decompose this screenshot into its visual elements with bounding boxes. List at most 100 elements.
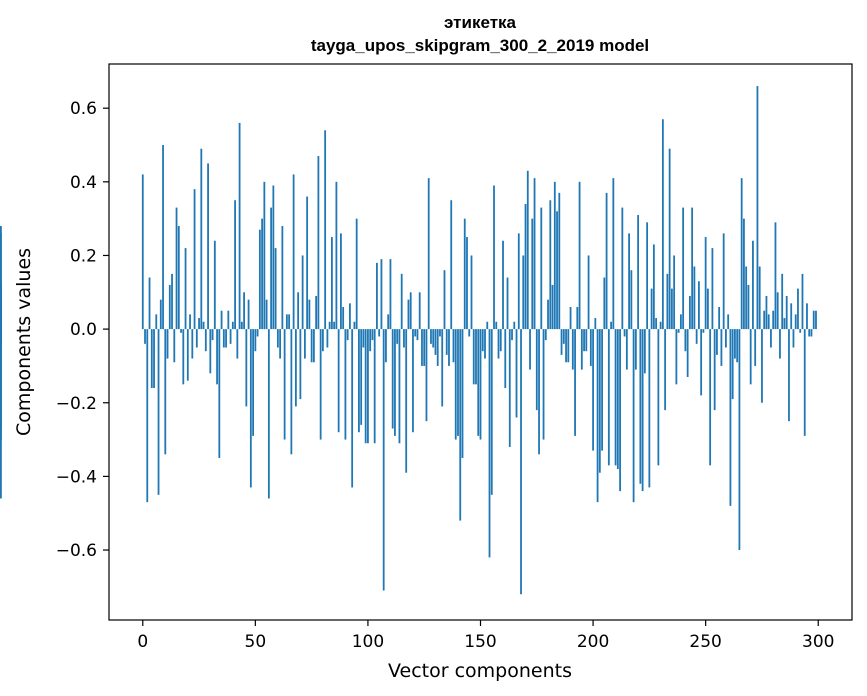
bar xyxy=(603,277,606,330)
bar xyxy=(562,329,565,344)
bar xyxy=(502,240,504,330)
bar xyxy=(540,207,543,330)
bar xyxy=(664,329,667,411)
bar xyxy=(430,329,432,344)
bar xyxy=(398,329,401,444)
bar xyxy=(520,329,522,595)
bar xyxy=(349,303,351,330)
y-tick-label: 0.0 xyxy=(70,320,97,340)
bar xyxy=(560,329,563,355)
bar xyxy=(256,329,259,337)
bar xyxy=(382,329,385,591)
bar xyxy=(432,329,435,348)
bar xyxy=(601,329,603,451)
bar xyxy=(513,321,516,330)
bar xyxy=(639,329,642,484)
bar xyxy=(216,329,218,385)
bar xyxy=(641,329,644,492)
bar xyxy=(193,189,196,330)
bar xyxy=(558,192,561,330)
bar xyxy=(704,237,707,330)
x-tick-label: 50 xyxy=(245,632,267,652)
x-tick-label: 300 xyxy=(802,632,834,652)
x-tick-label: 100 xyxy=(352,632,384,652)
bar xyxy=(713,329,716,411)
bar xyxy=(495,321,498,330)
bar xyxy=(191,329,194,359)
bar xyxy=(245,329,248,407)
bar xyxy=(576,307,579,330)
bar xyxy=(141,174,144,330)
bar xyxy=(745,266,748,330)
bar xyxy=(720,329,723,366)
bar xyxy=(168,284,171,330)
bar xyxy=(238,122,241,330)
bar xyxy=(204,329,207,352)
bar xyxy=(283,329,286,440)
bar xyxy=(571,329,574,370)
bar xyxy=(815,310,817,330)
bar xyxy=(801,273,804,330)
bar xyxy=(457,329,459,436)
bar xyxy=(688,295,691,330)
bar xyxy=(155,314,158,330)
bar xyxy=(448,329,450,366)
bar xyxy=(529,329,531,370)
bar xyxy=(761,329,763,403)
bar xyxy=(340,233,342,330)
bar xyxy=(772,310,775,330)
bar xyxy=(157,329,160,495)
bar xyxy=(400,273,403,330)
bar xyxy=(445,329,448,355)
bar xyxy=(436,329,439,366)
bar xyxy=(360,329,363,425)
bar xyxy=(812,310,815,330)
bar xyxy=(380,259,383,330)
bar xyxy=(452,329,455,363)
bar xyxy=(810,329,813,337)
bar xyxy=(254,329,257,352)
bar xyxy=(373,329,376,444)
bar xyxy=(387,314,390,330)
bar xyxy=(770,329,772,348)
bar xyxy=(646,222,649,330)
bar xyxy=(333,321,336,330)
bar xyxy=(396,329,399,344)
bar xyxy=(668,148,671,330)
bar xyxy=(236,329,239,359)
bar xyxy=(441,329,444,407)
bar xyxy=(477,329,480,436)
bar xyxy=(394,329,396,436)
bar xyxy=(299,329,302,400)
bar xyxy=(533,178,536,330)
bar xyxy=(466,237,468,330)
bar xyxy=(209,329,212,374)
bar xyxy=(243,292,245,330)
bar xyxy=(227,310,230,330)
bar xyxy=(279,329,282,359)
bar xyxy=(418,292,421,330)
bar xyxy=(459,329,462,521)
bar xyxy=(556,211,558,330)
bar xyxy=(346,329,349,341)
bar xyxy=(736,329,739,363)
bar xyxy=(405,329,408,473)
bar xyxy=(740,178,743,330)
bar xyxy=(754,329,757,366)
bar xyxy=(803,329,806,436)
bar xyxy=(718,307,721,330)
bar xyxy=(425,329,428,422)
bar xyxy=(261,218,263,330)
bar xyxy=(544,329,547,341)
bar xyxy=(371,329,374,341)
bar xyxy=(632,329,635,503)
x-tick-label: 250 xyxy=(689,632,721,652)
y-tick-label: 0.6 xyxy=(70,99,97,119)
bar xyxy=(605,192,608,330)
bar xyxy=(276,329,279,348)
bar xyxy=(488,329,491,558)
bar xyxy=(585,329,588,352)
bar xyxy=(186,329,189,381)
bar xyxy=(292,174,295,330)
bar xyxy=(625,329,628,370)
